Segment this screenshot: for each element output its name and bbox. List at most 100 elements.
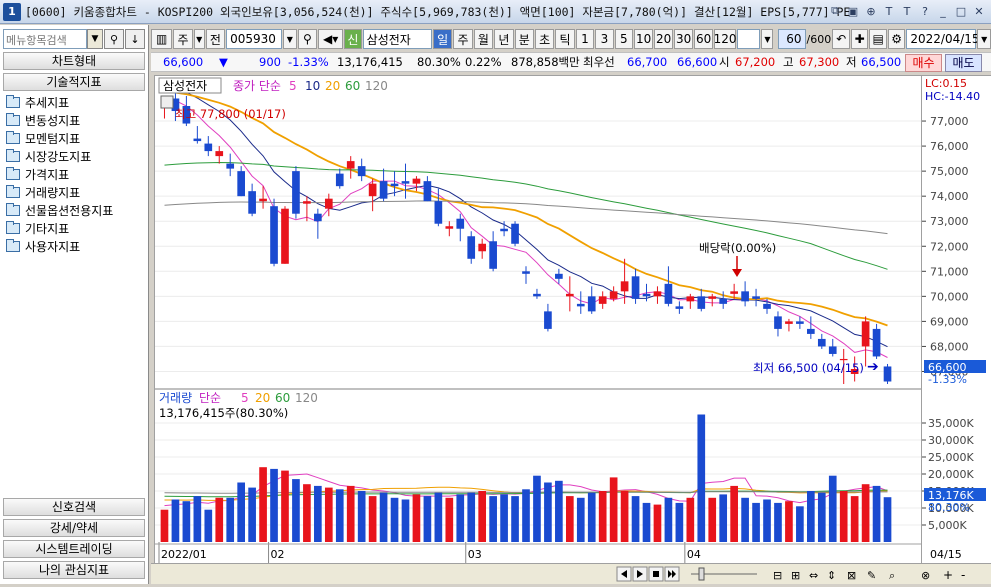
market-select[interactable]: 주 [173, 29, 193, 49]
zoom-icon[interactable]: ⌕ [889, 569, 895, 582]
speaker-icon[interactable]: ◀▾ [318, 29, 344, 49]
search-icon[interactable]: ⚲ [297, 29, 318, 49]
low-label: 저 [846, 55, 857, 69]
interval-dropdown-icon[interactable]: ▼ [761, 29, 774, 49]
interval-button[interactable]: 1 [575, 29, 595, 49]
interval-button[interactable]: 5 [614, 29, 634, 49]
candle-body [763, 303, 771, 309]
volume-bar [730, 485, 738, 542]
tree-item[interactable]: 시장강도지표 [6, 147, 113, 165]
high-annotation: 최고 77,800 (01/17) [175, 107, 286, 121]
tree-item[interactable]: 거래량지표 [6, 183, 113, 201]
system-trading-button[interactable]: 시스템트레이딩 [3, 540, 145, 558]
volume-bar [752, 502, 760, 542]
link-icon[interactable]: ⧉ [831, 4, 839, 17]
stock-code-input[interactable]: 005930 [226, 29, 282, 49]
settings-icon[interactable]: ⚙ [887, 29, 906, 49]
panel-toggle-icon[interactable]: ▥ [151, 29, 173, 49]
candlestick-series [160, 93, 892, 384]
tree-item[interactable]: 추세지표 [6, 93, 113, 111]
draw-icon[interactable]: ✎ [867, 569, 876, 582]
tree-item[interactable]: 선물옵션전용지표 [6, 201, 113, 219]
chart-svg[interactable]: 2022/01 02 03 04 삼성전자 종가 단순 5 10 20 60 120 … [155, 76, 921, 564]
minimize-icon[interactable]: _ [940, 4, 946, 18]
tree-item[interactable]: 가격지표 [6, 165, 113, 183]
pin-icon[interactable]: ⊕ [866, 4, 876, 18]
candle-body [544, 311, 552, 329]
folder-icon [6, 202, 20, 216]
last-price-tag-box [924, 360, 986, 373]
buy-button[interactable]: 매수 [905, 54, 942, 72]
arrow-down-icon[interactable]: ↓ [125, 29, 145, 49]
scale-icon[interactable]: ⇕ [827, 569, 836, 582]
undo-icon[interactable]: ↶ [832, 29, 850, 49]
my-indicators-button[interactable]: 나의 관심지표 [3, 561, 145, 579]
tree-item[interactable]: 기타지표 [6, 219, 113, 237]
last-rate-tag: -1.33% [928, 373, 967, 386]
period-week-tab[interactable]: 주 [453, 29, 473, 49]
save-icon[interactable]: ▤ [869, 29, 887, 49]
period-year-tab[interactable]: 년 [494, 29, 514, 49]
chart-split-icon[interactable]: ⊗ [921, 569, 930, 582]
indicators-header[interactable]: 기술적지표 [3, 73, 145, 91]
candle-body [281, 208, 289, 264]
interval-button[interactable]: 60 [694, 29, 714, 49]
font-icon[interactable]: T [885, 4, 893, 18]
text-icon[interactable]: T [903, 4, 911, 18]
period-month-tab[interactable]: 월 [473, 29, 494, 49]
signal-search-button[interactable]: 신호검색 [3, 498, 145, 516]
add-icon[interactable]: + [943, 568, 953, 582]
fit-icon[interactable]: ⇔ [809, 569, 818, 582]
period-tick-tab[interactable]: 틱 [555, 29, 575, 49]
interval-button[interactable]: 20 [654, 29, 674, 49]
interval-button[interactable]: 30 [674, 29, 694, 49]
close-icon[interactable]: ✕ [974, 4, 984, 18]
volume-legend-label: 거래량 [159, 391, 192, 405]
menu-search-input[interactable]: 메뉴항목검색 [3, 29, 87, 49]
period-day-tab[interactable]: 일 [432, 29, 453, 49]
interval-button[interactable]: 120 [714, 29, 737, 49]
tree-item[interactable]: 변동성지표 [6, 111, 113, 129]
layout-icon[interactable]: ▣ [847, 4, 859, 18]
prev-button[interactable]: 전 [205, 29, 226, 49]
code-dropdown-icon[interactable]: ▼ [282, 29, 297, 49]
date-input[interactable]: 2022/04/15 [906, 29, 980, 49]
volume-bar [346, 485, 355, 542]
hc-label: HC:-14.40 [925, 90, 980, 103]
volume-bar [533, 475, 541, 542]
high-price: 67,300 [799, 55, 840, 69]
period-second-tab[interactable]: 초 [534, 29, 555, 49]
maximize-icon[interactable]: □ [955, 4, 967, 18]
candle-body [785, 321, 793, 324]
zoom-in-icon[interactable]: ⊞ [791, 569, 800, 582]
search-dropdown-button[interactable]: ▼ [87, 29, 103, 49]
crosshair-icon[interactable]: ✚ [850, 29, 869, 49]
display-count-input[interactable]: 60 [778, 29, 806, 49]
tree-item[interactable]: 사용자지표 [6, 237, 113, 255]
interval-button[interactable]: 3 [595, 29, 614, 49]
candle-body [335, 173, 344, 187]
help-icon[interactable]: ? [922, 4, 928, 18]
open-price: 67,200 [735, 55, 776, 69]
interval-input[interactable] [737, 29, 761, 49]
search-icon[interactable]: ⚲ [104, 29, 124, 49]
chart-type-header[interactable]: 차트형태 [3, 52, 145, 70]
chart-canvas[interactable]: 2022/01 02 03 04 삼성전자 종가 단순 5 10 20 60 120 … [154, 75, 922, 565]
x-tick-label: 2022/01 [161, 548, 207, 561]
candle-body [807, 328, 815, 334]
market-dropdown-icon[interactable]: ▼ [193, 29, 205, 49]
interval-button[interactable]: 10 [634, 29, 654, 49]
sell-button[interactable]: 매도 [945, 54, 982, 72]
zoom-slider-thumb[interactable] [698, 567, 705, 581]
strength-weakness-button[interactable]: 강세/약세 [3, 519, 145, 537]
remove-icon[interactable]: - [961, 568, 965, 582]
candle-body [796, 321, 804, 324]
reset-icon[interactable]: ⊠ [847, 569, 856, 582]
volume-bar [215, 497, 224, 542]
zoom-out-icon[interactable]: ⊟ [773, 569, 782, 582]
date-dropdown-icon[interactable]: ▼ [977, 29, 991, 49]
tree-item[interactable]: 모멘텀지표 [6, 129, 113, 147]
volume-bar [828, 475, 837, 542]
period-minute-tab[interactable]: 분 [514, 29, 534, 49]
volume-bar [401, 499, 410, 542]
